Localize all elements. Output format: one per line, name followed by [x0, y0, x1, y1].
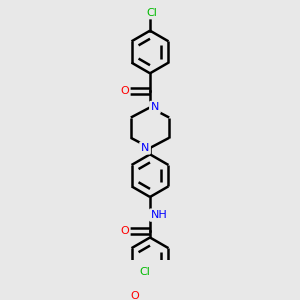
Text: N: N: [151, 102, 159, 112]
Text: Cl: Cl: [146, 8, 157, 18]
Text: O: O: [130, 291, 139, 300]
Text: N: N: [141, 143, 149, 153]
Text: O: O: [120, 86, 129, 96]
Text: Cl: Cl: [139, 267, 150, 278]
Text: O: O: [120, 226, 129, 236]
Text: NH: NH: [151, 210, 167, 220]
